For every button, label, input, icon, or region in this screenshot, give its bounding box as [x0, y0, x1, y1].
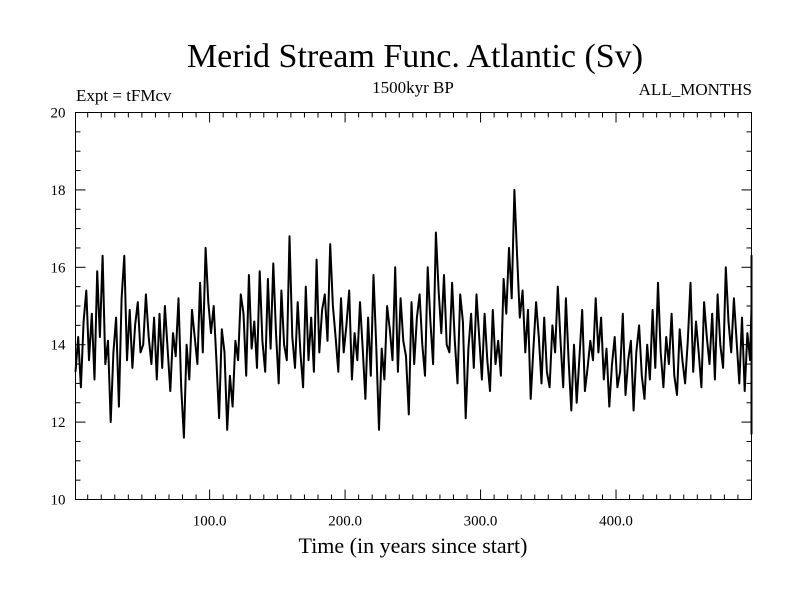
x-tick-label: 300.0	[464, 514, 498, 530]
x-axis-label: Time (in years since start)	[299, 533, 528, 558]
x-tick-label: 200.0	[328, 514, 362, 530]
y-tick-label: 16	[51, 260, 67, 276]
axis-ticks	[75, 112, 752, 500]
y-tick-label: 10	[51, 493, 66, 509]
chart-title: Merid Stream Func. Atlantic (Sv)	[187, 38, 643, 75]
y-tick-label: 20	[51, 106, 66, 122]
y-tick-label: 12	[51, 415, 66, 431]
experiment-label: Expt = tFMcv	[76, 86, 172, 105]
months-label: ALL_MONTHS	[639, 80, 752, 99]
tick-labels: 100.0 200.0 300.0 400.0 10 12 14 16 18 20	[51, 106, 633, 530]
y-tick-label: 14	[51, 338, 67, 354]
period-label: 1500kyr BP	[372, 78, 454, 97]
plot-frame	[75, 112, 752, 500]
x-tick-label: 100.0	[193, 514, 227, 530]
y-tick-label: 18	[51, 183, 66, 199]
x-tick-label: 400.0	[599, 514, 633, 530]
series-line-merid-stream-func	[74, 188, 753, 439]
